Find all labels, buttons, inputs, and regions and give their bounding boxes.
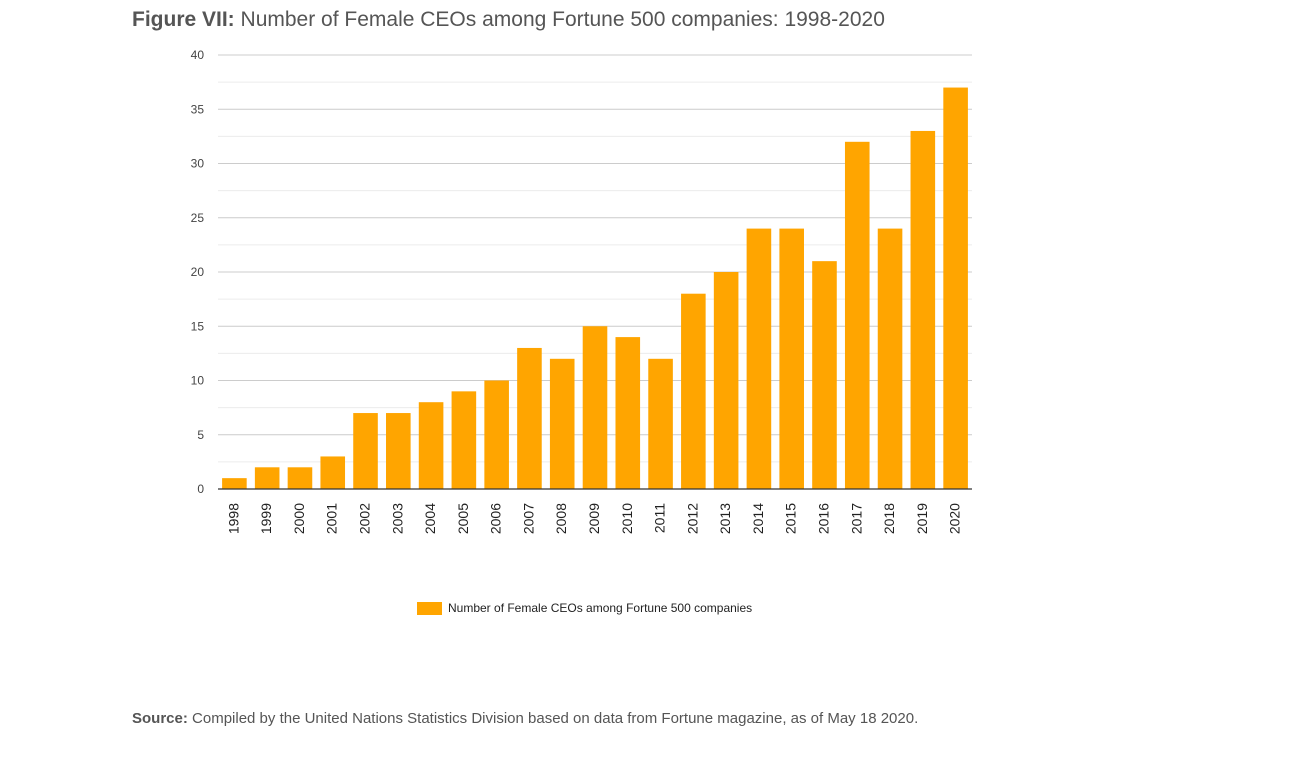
x-tick-label: 2013 [717, 503, 733, 534]
y-tick-label: 25 [191, 211, 205, 225]
x-tick-label: 2015 [783, 503, 799, 534]
y-tick-label: 30 [191, 157, 205, 171]
bar [353, 413, 378, 489]
bar [517, 347, 542, 489]
bar [549, 358, 575, 489]
bar [943, 87, 968, 490]
bar [287, 467, 313, 489]
legend-label: Number of Female CEOs among Fortune 500 … [448, 601, 753, 615]
x-tick-label: 2014 [750, 503, 766, 534]
bar [254, 467, 280, 489]
x-tick-label: 2010 [619, 503, 635, 534]
x-tick-label: 2019 [914, 503, 930, 534]
bar [681, 293, 706, 489]
y-tick-label: 40 [191, 48, 205, 62]
source-text: Compiled by the United Nations Statistic… [192, 710, 919, 727]
chart-legend: Number of Female CEOs among Fortune 500 … [417, 600, 752, 616]
y-tick-label: 15 [191, 319, 205, 333]
x-tick-label: 2020 [947, 503, 963, 534]
bar [648, 358, 673, 489]
bar [713, 272, 739, 489]
bar [418, 402, 444, 489]
figure-title: Figure VII: Number of Female CEOs among … [132, 6, 885, 34]
source-label: Source: [132, 710, 188, 727]
x-tick-label: 1999 [258, 503, 274, 534]
bar [812, 261, 837, 489]
x-tick-label: 2017 [848, 503, 864, 534]
x-tick-label: 2011 [652, 503, 668, 533]
bar [451, 391, 477, 489]
x-tick-label: 1998 [225, 503, 241, 534]
legend-swatch [417, 601, 442, 615]
source-note: Source: Compiled by the United Nations S… [132, 709, 918, 729]
bar [779, 228, 804, 489]
x-tick-label: 2009 [586, 503, 602, 534]
figure-label: Figure VII: [132, 8, 235, 31]
y-tick-label: 0 [197, 482, 204, 496]
y-tick-label: 10 [191, 374, 205, 388]
x-tick-label: 2007 [520, 503, 536, 534]
x-tick-label: 2004 [422, 503, 438, 534]
bar [386, 413, 411, 489]
x-tick-label: 2006 [488, 503, 504, 534]
bar [910, 130, 936, 489]
x-tick-label: 2016 [815, 503, 831, 534]
bar [222, 478, 247, 489]
x-tick-label: 2008 [553, 503, 569, 534]
bar [582, 326, 608, 489]
figure-title-text: Number of Female CEOs among Fortune 500 … [240, 8, 885, 31]
bar [746, 228, 772, 489]
y-tick-label: 5 [197, 428, 204, 442]
y-tick-label: 35 [191, 102, 205, 116]
bar [320, 456, 346, 489]
bar [484, 380, 509, 489]
x-tick-label: 2003 [389, 503, 405, 534]
x-tick-label: 2001 [324, 503, 340, 534]
x-tick-label: 2002 [357, 503, 373, 534]
x-tick-label: 2018 [881, 503, 897, 534]
bar [877, 228, 903, 489]
y-tick-label: 20 [191, 265, 205, 279]
bar [615, 337, 641, 489]
x-tick-label: 2012 [684, 503, 700, 534]
x-tick-label: 2000 [291, 503, 307, 534]
bar [844, 141, 870, 490]
x-tick-label: 2005 [455, 503, 471, 534]
